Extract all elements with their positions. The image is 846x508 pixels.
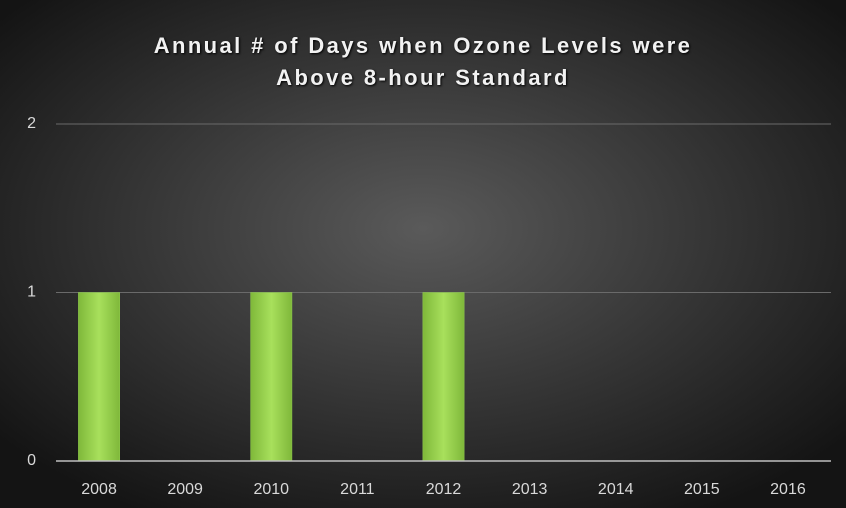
bar (250, 292, 293, 462)
x-tick-label: 2012 (426, 481, 462, 498)
x-tick-label: 2010 (253, 481, 289, 498)
x-tick-label: 2016 (770, 481, 806, 498)
x-tick-label: 2013 (512, 481, 548, 498)
x-tick-label: 2014 (598, 481, 634, 498)
x-tick-label: 2009 (167, 481, 203, 498)
x-tick-label: 2015 (684, 481, 720, 498)
y-tick-label: 1 (27, 284, 36, 301)
bar (422, 292, 465, 462)
y-tick-label: 0 (27, 452, 36, 469)
y-tick-label: 2 (27, 115, 36, 132)
chart-title: Annual # of Days when Ozone Levels were … (153, 33, 693, 90)
bar (78, 292, 120, 462)
x-tick-label: 2011 (340, 481, 375, 498)
x-tick-label: 2008 (81, 481, 117, 498)
